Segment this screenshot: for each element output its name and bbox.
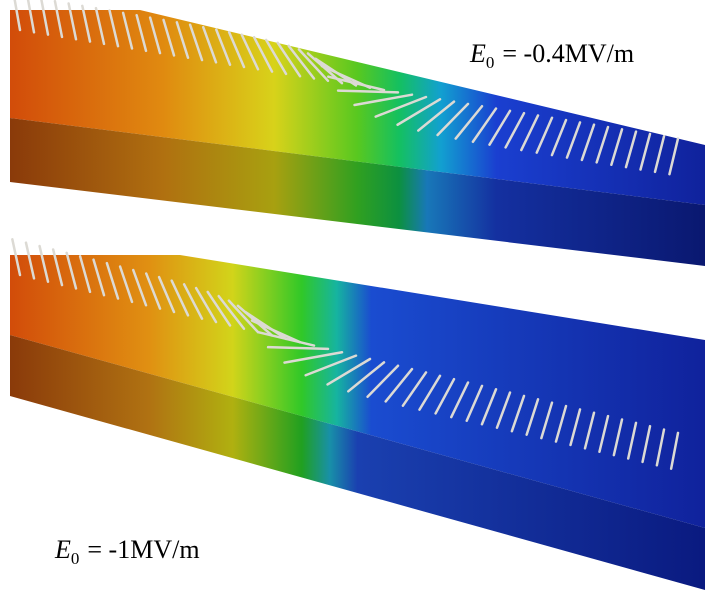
figure: E0= -0.4MV/m E0= -1MV/m (0, 0, 705, 596)
field-label: E0= -1MV/m (54, 535, 200, 568)
field-label: E0= -0.4MV/m (469, 39, 634, 72)
